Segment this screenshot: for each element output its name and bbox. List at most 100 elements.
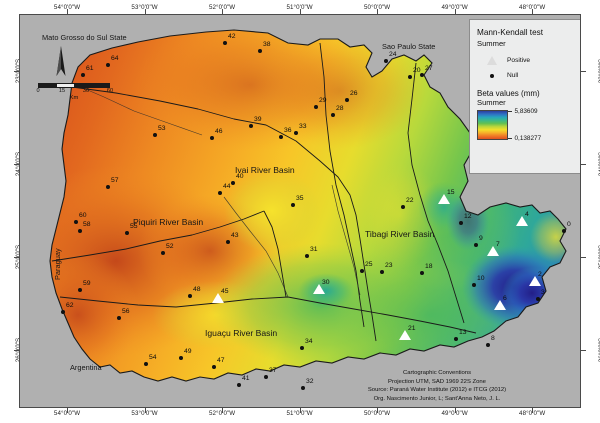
longitude-tick: [532, 9, 534, 14]
latitude-tick: [581, 164, 586, 166]
station-number: 15: [447, 189, 455, 196]
longitude-tick: [67, 9, 69, 14]
latitude-tick: [14, 256, 19, 258]
longitude-tick-label: 50°0'0"W: [363, 4, 391, 11]
longitude-tick: [67, 408, 69, 413]
longitude-tick: [299, 408, 301, 413]
null-dot-icon: [77, 228, 83, 234]
label-iguacu-river-basin: Iguaçu River Basin: [205, 328, 278, 338]
label-mato-grosso-do-sul: Mato Grosso do Sul State: [42, 33, 127, 42]
station-number: 0: [567, 221, 571, 228]
station-number: 33: [299, 123, 307, 130]
station-number: 30: [322, 279, 330, 286]
null-dot-icon: [400, 204, 406, 210]
longitude-tick: [377, 9, 379, 14]
positive-triangle-icon: [438, 193, 450, 204]
null-dot-icon: [477, 73, 507, 78]
legend-label-null: Null: [507, 72, 519, 79]
station-number: 53: [158, 125, 166, 132]
station-number: 64: [111, 55, 119, 62]
station-number: 62: [66, 302, 74, 309]
scale-bar-unit: Km: [69, 95, 79, 101]
longitude-tick: [299, 9, 301, 14]
station-number: 8: [491, 335, 495, 342]
latitude-tick: [581, 71, 586, 73]
station-number: 26: [350, 90, 358, 97]
station-number: 28: [336, 105, 344, 112]
longitude-tick-label: 51°0'0"W: [286, 4, 313, 11]
null-dot-icon: [473, 242, 479, 248]
longitude-tick-label: 49°0'0"W: [441, 4, 468, 11]
null-dot-icon: [485, 342, 491, 348]
positive-triangle-icon: [212, 292, 224, 303]
scale-bar-tick-label: 30: [82, 88, 90, 94]
legend-ramp-title: Beta values (mm): [477, 89, 540, 98]
null-dot-icon: [105, 184, 111, 190]
raster-surface: [20, 15, 580, 407]
legend-title: Mann-Kendall test: [477, 28, 543, 37]
null-dot-icon: [344, 97, 350, 103]
null-dot-icon: [419, 72, 425, 78]
legend-label-positive: Positive: [507, 57, 531, 64]
station-number: 13: [459, 329, 467, 336]
label-sao-paulo: Sao Paulo State: [382, 42, 436, 51]
river-network: [75, 84, 361, 298]
null-dot-icon: [160, 250, 166, 256]
null-dot-icon: [143, 361, 149, 367]
station-number: 45: [221, 288, 229, 295]
station-number: 18: [425, 263, 433, 270]
null-dot-icon: [313, 104, 319, 110]
longitude-tick-label: 54°0'0"W: [53, 4, 81, 11]
null-dot-icon: [124, 230, 130, 236]
null-dot-icon: [60, 309, 66, 315]
map-neatline: Mato Grosso do Sul State Sao Paulo State S…: [19, 14, 581, 408]
positive-triangle-icon: [399, 329, 411, 340]
null-dot-icon: [80, 72, 86, 78]
latitude-tick: [581, 256, 586, 258]
scale-bar-tick-label: 0: [36, 88, 40, 94]
longitude-tick-label: 54°0'0"W: [53, 410, 81, 417]
positive-triangle-icon: [477, 56, 507, 65]
null-dot-icon: [257, 48, 263, 54]
credits-line-3: Source: Paraná Water Institute (2012) e …: [367, 387, 507, 394]
null-dot-icon: [248, 123, 254, 129]
station-number: 55: [130, 223, 138, 230]
null-dot-icon: [330, 112, 336, 118]
legend-ramp-max: 5,83609: [514, 108, 538, 115]
station-number: 52: [166, 243, 174, 250]
scale-bar: 0 15 30 60 Km: [36, 83, 113, 101]
station-number: 25: [365, 261, 373, 268]
credits-line-4: Org. Nascimento Junior, L; Sant'Anna Net…: [373, 395, 501, 402]
null-dot-icon: [77, 287, 83, 293]
station-number: 29: [319, 97, 327, 104]
station-number: 36: [284, 127, 292, 134]
null-dot-icon: [379, 269, 385, 275]
station-number: 32: [306, 378, 314, 385]
positive-triangle-icon: [487, 245, 499, 256]
station-number: 9: [479, 235, 483, 242]
station-number: 54: [149, 354, 157, 361]
station-number: 58: [83, 221, 91, 228]
legend-subtitle: Summer: [477, 39, 506, 48]
interpolated-beta-raster: [20, 15, 580, 407]
station-number: 21: [408, 325, 416, 332]
legend-row-positive: Positive: [477, 53, 573, 68]
null-dot-icon: [290, 202, 296, 208]
latitude-tick: [14, 349, 19, 351]
station-number: 37: [269, 367, 277, 374]
longitude-tick-label: 53°0'0"W: [131, 410, 158, 417]
station-number: 49: [184, 348, 192, 355]
scale-bar-ticks: 0 15 30 60: [36, 88, 113, 96]
null-dot-icon: [152, 132, 158, 138]
null-dot-icon: [236, 382, 242, 388]
longitude-tick: [454, 408, 456, 413]
station-number: 56: [122, 308, 130, 315]
positive-triangle-icon: [516, 215, 528, 226]
station-number: 59: [83, 280, 91, 287]
longitude-tick-label: 48°0'0"W: [519, 410, 546, 417]
null-dot-icon: [217, 190, 223, 196]
scale-bar-tick-label: 15: [58, 88, 66, 94]
station-number: 23: [385, 262, 393, 269]
station-number: 38: [263, 41, 271, 48]
